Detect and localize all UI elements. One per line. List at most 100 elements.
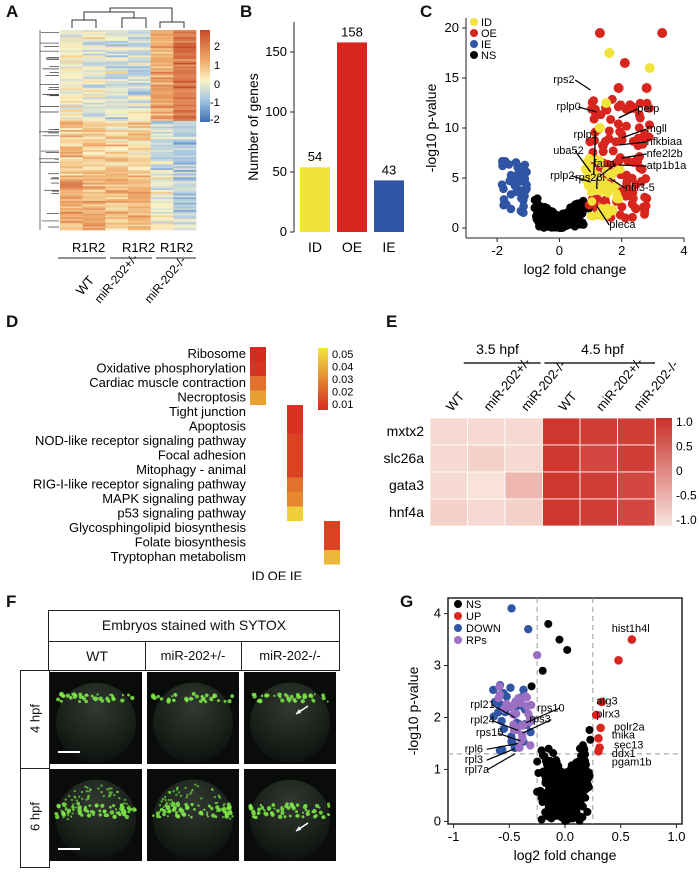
heatmap-cell	[82, 46, 106, 49]
heatmap-cell	[173, 111, 197, 114]
sytox-positive-nucleus	[206, 811, 209, 814]
heatmap-cell	[173, 151, 197, 154]
y-tick-label: 2	[434, 709, 441, 724]
sytox-positive-nucleus	[66, 817, 70, 821]
heatmap-cell	[60, 199, 83, 202]
heatmap-cell	[173, 60, 197, 64]
heatmap-cell	[173, 44, 197, 47]
heatmap-cell	[128, 84, 151, 87]
f-title-box: Embryos stained with SYTOX	[48, 610, 340, 641]
heatmap-cell	[82, 77, 106, 80]
heatmap-cell	[128, 224, 151, 227]
heatmap-cell	[150, 182, 174, 185]
heatmap-cell	[150, 44, 174, 47]
heatmap-cell	[150, 55, 174, 58]
sytox-positive-nucleus	[72, 692, 77, 697]
point-oe	[628, 136, 638, 146]
heatmap-cell	[105, 188, 129, 191]
heatmap-cell	[82, 175, 106, 178]
gene-label: rplp2	[550, 170, 574, 182]
heatmap-cell	[429, 444, 468, 473]
sytox-positive-nucleus	[109, 805, 112, 809]
heatmap-cell	[150, 31, 174, 34]
heatmap-cell	[82, 97, 106, 100]
heatmap-cell	[617, 471, 656, 500]
heatmap-cell	[150, 124, 174, 127]
bar-value-label: 158	[341, 24, 363, 39]
sytox-positive-nucleus	[171, 695, 174, 698]
point-oe	[617, 135, 627, 145]
heatmap-cell	[173, 168, 197, 171]
heatmap-cell	[542, 471, 581, 500]
heatmap-cell	[105, 30, 129, 33]
heatmap-cell	[82, 57, 106, 60]
sytox-positive-nucleus	[168, 807, 171, 810]
point-ie	[499, 184, 508, 194]
heatmap-cell	[60, 224, 83, 227]
heatmap-cell	[60, 204, 83, 207]
sytox-positive-nucleus	[92, 813, 95, 816]
heatmap-cell	[105, 48, 129, 51]
heatmap-cell	[82, 137, 106, 140]
heatmap-cell	[60, 195, 83, 198]
gene-label: hist1h4l	[612, 623, 650, 635]
point-ns	[548, 766, 557, 775]
heatmap-cell	[82, 117, 106, 120]
sytox-positive-nucleus	[214, 801, 217, 805]
x-category-label: OE	[342, 239, 362, 255]
sytox-positive-nucleus	[153, 698, 156, 701]
gene-row-label: mxtx2	[387, 423, 425, 439]
point-down	[507, 604, 516, 613]
heatmap-cell	[82, 146, 106, 149]
heatmap-cell	[105, 55, 129, 58]
sytox-positive-nucleus	[277, 814, 283, 819]
heatmap-cell	[105, 142, 129, 145]
sytox-positive-nucleus	[65, 693, 70, 698]
heatmap-cell	[60, 66, 83, 69]
heatmap-cell	[60, 220, 83, 224]
pathway-label: p53 signaling pathway	[117, 506, 246, 521]
heatmap-cell	[82, 37, 106, 40]
heatmap-cell	[173, 50, 197, 53]
heatmap-cell	[105, 115, 129, 118]
heatmap-cell	[82, 55, 106, 58]
gene-label: tnika	[612, 729, 636, 741]
sytox-positive-nucleus	[231, 815, 234, 818]
heatmap-cell	[82, 140, 106, 144]
bar-value-label: 43	[382, 162, 396, 177]
point-ns	[574, 787, 583, 796]
sytox-positive-nucleus	[170, 804, 173, 807]
heatmap-cell	[105, 210, 129, 213]
x-tick-label: 2	[618, 243, 625, 258]
gene-label-leader	[574, 150, 592, 173]
heatmap-cell	[128, 219, 151, 222]
sytox-positive-nucleus	[201, 694, 204, 697]
heatmap-cell	[150, 204, 174, 207]
heatmap-cell	[173, 122, 197, 125]
sytox-positive-nucleus	[220, 807, 224, 810]
y-tick-label: 150	[265, 44, 287, 59]
sytox-positive-nucleus	[184, 786, 187, 790]
heatmap-cell	[105, 46, 129, 49]
point-ns	[544, 619, 553, 628]
heatmap-cell	[60, 135, 83, 138]
point-ns	[575, 744, 584, 753]
heatmap-cell	[128, 197, 151, 200]
heatmap-cell	[105, 139, 129, 142]
point-oe	[640, 192, 650, 202]
heatmap-cell	[60, 108, 83, 111]
embryo	[56, 779, 136, 860]
sytox-positive-nucleus	[152, 814, 155, 817]
heatmap-cell	[150, 164, 174, 167]
heatmap-cell	[128, 55, 151, 58]
heatmap-cell	[82, 206, 106, 209]
heatmap-cell	[128, 66, 151, 69]
heatmap-cell	[60, 164, 83, 167]
heatmap-cell	[60, 37, 83, 40]
panel-b-bar-chart: 0 50 100 150 Number of genes 54 ID 158 OE 43 IE	[245, 22, 404, 255]
heatmap-cell	[150, 50, 174, 53]
heatmap-cell	[82, 166, 106, 169]
heatmap-cell	[82, 80, 106, 84]
pathway-label: Oxidative phosphorylation	[96, 361, 246, 376]
pathway-label: Mitophagy - animal	[136, 462, 246, 477]
